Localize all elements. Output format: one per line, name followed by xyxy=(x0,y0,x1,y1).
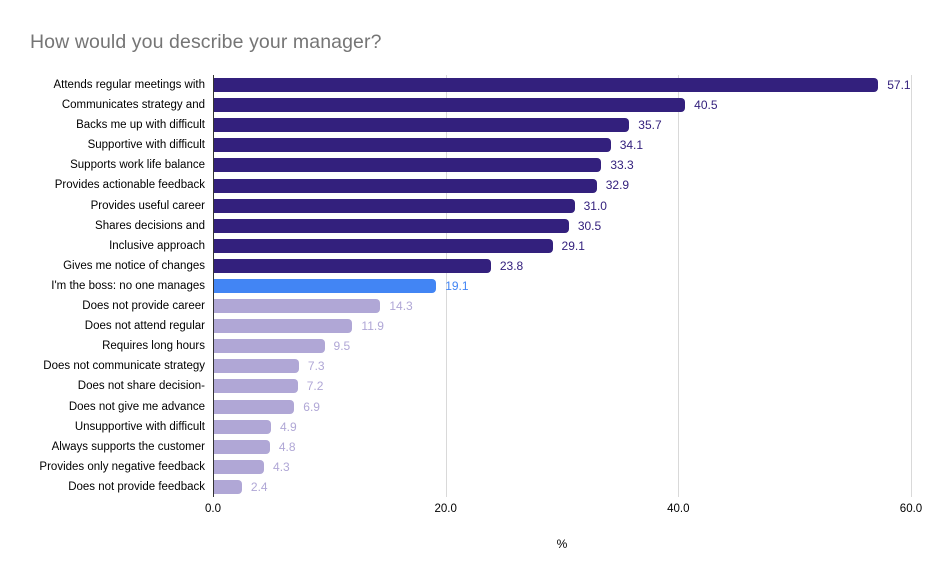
category-label: Supports work life balance xyxy=(70,159,205,172)
bar-row: Does not communicate strategy 7.3 xyxy=(0,356,941,376)
bar-value-label: 40.5 xyxy=(694,98,718,113)
category-label: Attends regular meetings with xyxy=(53,79,206,91)
x-tick-label: 0.0 xyxy=(205,503,221,515)
bar xyxy=(214,299,381,314)
bar-value-label: 7.2 xyxy=(306,379,324,394)
bar-value-label: 4.9 xyxy=(280,419,297,434)
bar-row: Gives me notice of changes 23.8 xyxy=(0,256,941,276)
bar-row: Backs me up with difficult 35.7 xyxy=(0,115,941,135)
bar xyxy=(214,98,686,113)
category-label: Communicates strategy and xyxy=(61,99,205,112)
bar-row: Requires long hours 9.5 xyxy=(0,336,941,356)
bar xyxy=(214,238,553,253)
bar-row: Shares decisions and 30.5 xyxy=(0,216,941,236)
category-label: Provides useful career xyxy=(90,199,205,212)
bar-value-label: 57.1 xyxy=(887,78,911,92)
bar-value-label: 32.9 xyxy=(605,178,630,193)
gridline xyxy=(911,75,912,497)
category-label: Supportive with difficult xyxy=(87,139,205,152)
bar xyxy=(214,399,295,414)
bar xyxy=(214,158,602,173)
bar xyxy=(214,218,569,233)
bar-row: Always supports the customer 4.8 xyxy=(0,437,941,457)
bar-row: Unsupportive with difficult 4.9 xyxy=(0,417,941,437)
category-label: I'm the boss: no one manages xyxy=(51,279,205,292)
bar xyxy=(214,479,242,494)
gridline xyxy=(678,75,680,497)
bar xyxy=(214,178,597,193)
bar-row: Does not attend regular 11.9 xyxy=(0,316,941,336)
bar-value-label: 7.3 xyxy=(307,359,325,374)
category-label: Does not share decision- xyxy=(77,380,205,393)
bar-value-label: 29.1 xyxy=(561,238,585,253)
category-label: Does not communicate strategy xyxy=(43,360,205,373)
bar-value-label: 4.3 xyxy=(273,459,290,474)
bar-value-label: 6.9 xyxy=(303,399,320,414)
category-label: Unsupportive with difficult xyxy=(74,420,205,433)
x-axis-label: % xyxy=(556,537,568,551)
category-label: Gives me notice of changes xyxy=(63,259,205,272)
category-label: Backs me up with difficult xyxy=(76,119,205,132)
bar-row: Supportive with difficult 34.1 xyxy=(0,135,941,155)
bar-row: Supports work life balance 33.3 xyxy=(0,155,941,175)
x-tick-label: 60.0 xyxy=(899,503,923,515)
bar-row: Provides useful career 31.0 xyxy=(0,196,941,216)
category-label: Does not attend regular xyxy=(84,320,205,333)
x-tick-label: 20.0 xyxy=(434,503,457,515)
bar xyxy=(214,319,353,334)
bar xyxy=(214,459,265,474)
bar-value-label: 11.9 xyxy=(361,319,384,334)
bar-row: Does not give me advance 6.9 xyxy=(0,397,941,417)
bar-value-label: 9.5 xyxy=(333,339,351,354)
bar-row: Attends regular meetings with 57.1 xyxy=(0,75,941,95)
bar-value-label: 33.3 xyxy=(610,158,634,173)
chart-title: How would you describe your manager? xyxy=(30,31,382,53)
bar xyxy=(214,439,270,454)
bar-value-label: 35.7 xyxy=(638,118,662,133)
bar-value-label: 31.0 xyxy=(583,198,607,213)
category-label: Does not provide career xyxy=(82,300,205,313)
bar-row: I'm the boss: no one manages 19.1 xyxy=(0,276,941,296)
bar-row: Communicates strategy and 40.5 xyxy=(0,95,941,115)
bar xyxy=(214,78,879,93)
bar xyxy=(214,118,630,133)
category-label: Requires long hours xyxy=(102,340,205,353)
bar-value-label: 23.8 xyxy=(499,258,524,273)
bar xyxy=(214,419,271,434)
y-axis-line xyxy=(213,75,214,497)
category-label: Does not give me advance xyxy=(68,400,205,413)
category-label: Inclusive approach xyxy=(109,239,205,252)
bar-row: Does not provide feedback 2.4 xyxy=(0,477,941,497)
bar xyxy=(214,278,437,293)
bar-row: Does not provide career 14.3 xyxy=(0,296,941,316)
category-label: Provides only negative feedback xyxy=(39,460,205,473)
x-tick-label: 40.0 xyxy=(667,503,690,515)
bar-value-label: 30.5 xyxy=(577,218,602,233)
category-label: Shares decisions and xyxy=(95,219,205,232)
bar xyxy=(214,359,299,374)
bar-value-label: 34.1 xyxy=(619,138,644,153)
bar-value-label: 2.4 xyxy=(250,479,268,494)
bar xyxy=(214,198,575,213)
bar-row: Provides actionable feedback 32.9 xyxy=(0,175,941,195)
bar xyxy=(214,379,298,394)
bar xyxy=(214,258,491,273)
bar-row: Does not share decision- 7.2 xyxy=(0,376,941,396)
bar-value-label: 4.8 xyxy=(278,439,296,454)
bar xyxy=(214,339,325,354)
bar-row: Provides only negative feedback 4.3 xyxy=(0,457,941,477)
gridline xyxy=(445,75,447,497)
bar-value-label: 19.1 xyxy=(445,278,469,293)
category-label: Provides actionable feedback xyxy=(54,179,205,192)
category-label: Always supports the customer xyxy=(51,440,205,453)
bar xyxy=(214,138,611,153)
bar-row: Inclusive approach 29.1 xyxy=(0,236,941,256)
category-label: Does not provide feedback xyxy=(68,480,205,493)
bar-value-label: 14.3 xyxy=(389,299,413,314)
